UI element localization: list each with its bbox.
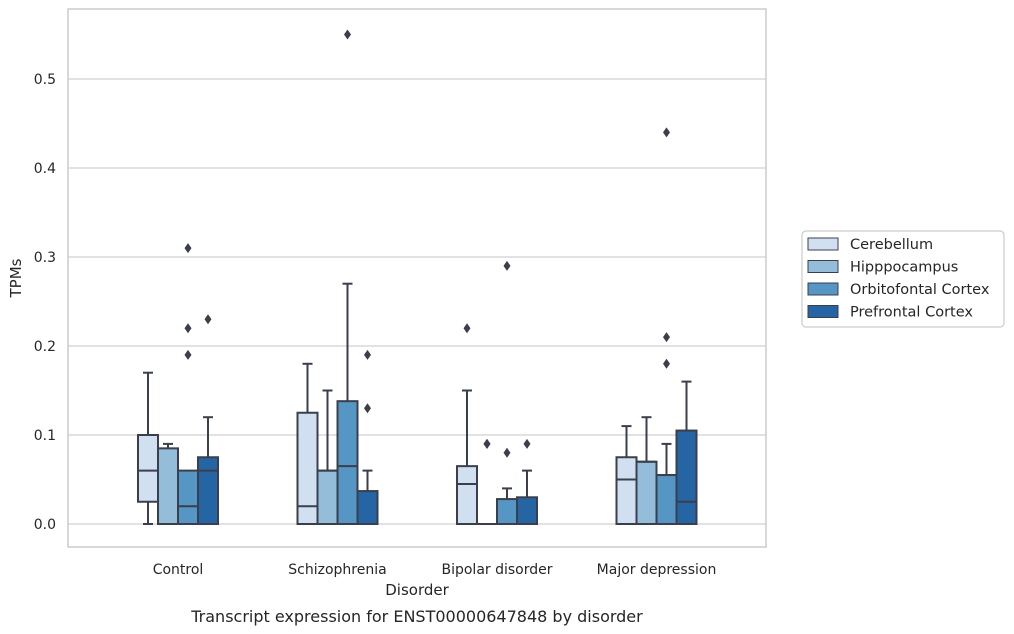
y-axis-label: TPMs	[7, 258, 25, 298]
box-body	[675, 429, 698, 525]
x-axis-ticks: Control Schizophrenia Bipolar disorder Majo…	[153, 562, 717, 578]
box-1-3	[635, 416, 658, 526]
outlier-point	[184, 349, 192, 360]
box-body	[197, 456, 219, 525]
box-2-0	[177, 243, 199, 526]
x-axis-label: Disorder	[385, 581, 449, 599]
box-1-1	[316, 389, 339, 526]
box-body	[655, 474, 678, 525]
box-body	[316, 469, 339, 526]
box-body	[615, 456, 638, 525]
legend-label: Prefrontal Cortex	[850, 305, 973, 321]
y-tick-label: 0.4	[34, 161, 56, 177]
box-body	[336, 400, 359, 525]
box-body	[157, 447, 179, 526]
outlier-point	[663, 127, 670, 138]
box-2-1	[336, 29, 359, 525]
outlier-point	[463, 323, 471, 334]
outlier-point	[364, 403, 371, 414]
outlier-point	[503, 447, 511, 458]
box-body	[356, 490, 379, 526]
legend-swatch	[807, 260, 839, 273]
outlier-point	[204, 314, 212, 325]
y-tick-label: 0.5	[34, 72, 56, 88]
x-tick-label: Schizophrenia	[288, 562, 386, 578]
box-0-1	[296, 362, 319, 525]
box-3-0	[197, 314, 219, 525]
legend-box	[801, 230, 1005, 328]
legend-label: Orbitofontal Cortex	[850, 282, 990, 298]
legend-label: Hipppocampus	[850, 260, 958, 276]
box-body	[296, 411, 319, 525]
box-0-2	[456, 323, 478, 525]
box-body	[635, 460, 658, 526]
box-0-3	[615, 425, 638, 525]
box-body	[516, 496, 538, 525]
outlier-point	[483, 438, 491, 449]
y-tick-label: 0.1	[34, 428, 56, 444]
x-tick-label: Bipolar disorder	[441, 562, 552, 578]
box-3-2	[516, 438, 538, 525]
outlier-point	[503, 260, 511, 271]
box-1-0	[157, 442, 179, 526]
x-tick-label: Major depression	[597, 562, 717, 578]
legend-swatch	[807, 237, 839, 251]
box-1-2	[476, 438, 498, 526]
box-body	[456, 465, 478, 525]
plot-frame	[67, 8, 767, 548]
outlier-point	[364, 349, 371, 360]
box-body	[177, 469, 199, 526]
outlier-point	[184, 323, 192, 334]
box-3-1	[356, 349, 379, 526]
y-tick-label: 0.3	[34, 250, 56, 266]
y-tick-label: 0.0	[34, 517, 56, 533]
outlier-point	[663, 358, 670, 369]
outlier-point	[663, 332, 670, 343]
box-2-2	[496, 260, 518, 525]
y-tick-label: 0.2	[34, 339, 56, 355]
chart-caption: Transcript expression for ENST0000064784…	[190, 607, 643, 626]
outlier-point	[184, 243, 192, 254]
legend-swatch	[807, 282, 839, 296]
y-axis-ticks: 0.0 0.1 0.2 0.3 0.4 0.5	[34, 72, 56, 533]
outlier-point	[523, 438, 531, 449]
legend: Cerebellum Hipppocampus Orbitofontal Corte…	[801, 230, 1005, 328]
x-tick-label: Control	[153, 562, 204, 578]
outlier-point	[344, 29, 351, 40]
box-2-3	[655, 127, 678, 525]
box-body	[496, 498, 518, 525]
box-3-3	[675, 380, 698, 525]
legend-label: Cerebellum	[850, 237, 933, 253]
plot-area	[137, 29, 698, 526]
box-body	[137, 434, 159, 503]
legend-swatch	[807, 305, 839, 318]
box-0-0	[137, 371, 159, 525]
